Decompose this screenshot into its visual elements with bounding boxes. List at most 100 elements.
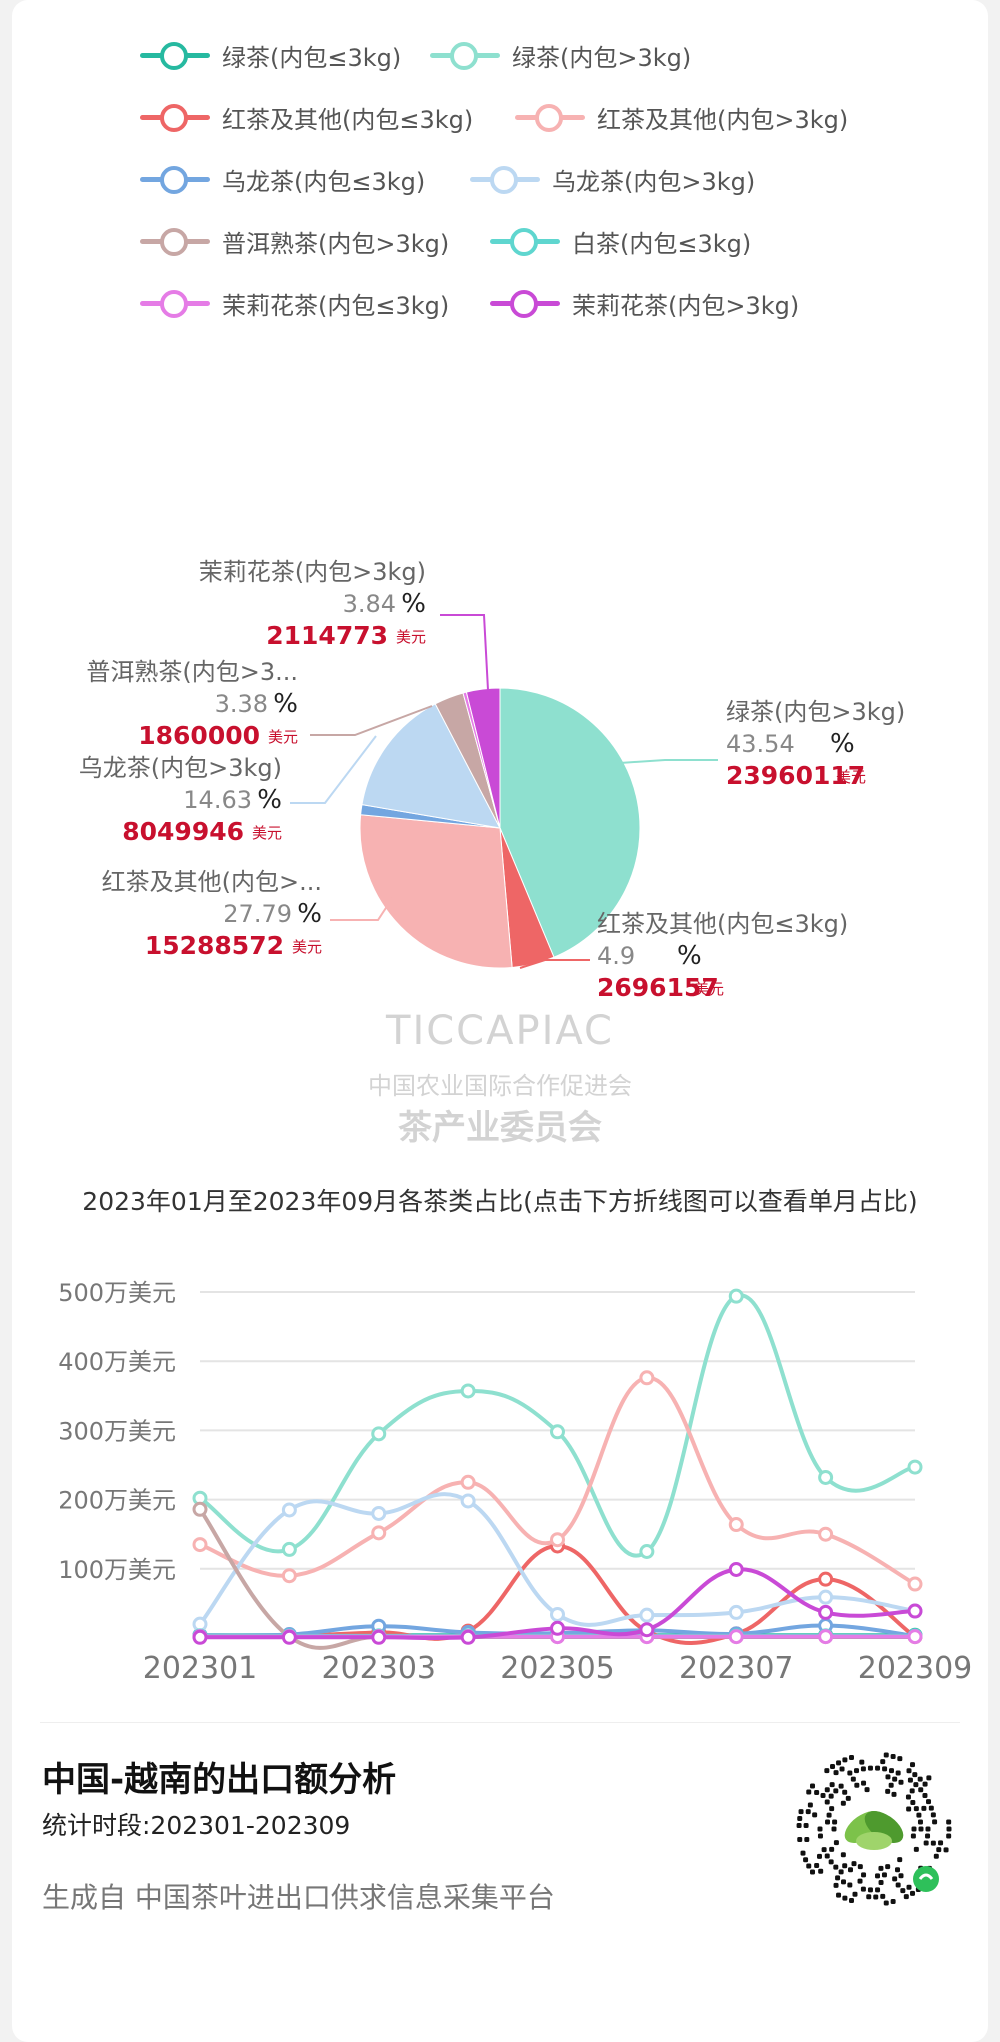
legend-item[interactable]: 红茶及其他(内包≤3kg) [140,100,473,135]
legend-item[interactable]: 茉莉花茶(内包≤3kg) [140,286,449,321]
pie-label-leader [619,759,718,764]
pie-chart[interactable]: 绿茶(内包>3kg)43.54 %23960117美元红茶及其他(内包≤3kg)4… [0,520,1000,1080]
x-tick-label: 202307 [679,1651,794,1686]
data-point[interactable] [550,1620,565,1636]
footer-source: 生成自 中国茶叶进出口供求信息采集平台 [42,1881,555,1914]
y-tick-label: 200万美元 [58,1487,176,1515]
data-point[interactable] [192,1629,208,1645]
legend-label: 茉莉花茶(内包>3kg) [572,292,800,320]
legend-item[interactable]: 茉莉花茶(内包>3kg) [490,286,799,321]
data-point[interactable] [639,1544,655,1559]
data-point[interactable] [371,1505,387,1521]
legend-item[interactable]: 乌龙茶(内包≤3kg) [140,162,425,197]
series-line[interactable] [198,1492,916,1627]
data-point[interactable] [907,1576,923,1592]
pie-label-percent-sign: % [273,689,298,719]
data-point[interactable] [728,1561,744,1577]
data-point[interactable] [550,1532,565,1548]
legend-marker-icon [140,289,210,318]
legend-label: 红茶及其他(内包≤3kg) [222,106,474,134]
data-point[interactable] [728,1604,744,1620]
legend-label: 绿茶(内包≤3kg) [222,44,402,72]
data-point[interactable] [818,1604,834,1620]
pie-label-percent-sign: % [830,729,855,759]
data-point[interactable] [907,1603,923,1619]
watermark-brand: TICCAPIAC [386,1008,614,1054]
x-tick-label: 202303 [321,1651,436,1686]
legend-item[interactable]: 普洱熟茶(内包>3kg) [140,224,449,259]
y-tick-label: 400万美元 [58,1348,176,1376]
data-point[interactable] [371,1525,387,1541]
data-point[interactable] [281,1541,297,1557]
data-point[interactable] [281,1629,297,1645]
pie-label-percent-sign: % [677,941,702,971]
pie-label-name: 绿茶(内包>3kg) [726,698,905,726]
pie-label-unit: 美元 [252,824,282,842]
legend-item[interactable]: 白茶(内包≤3kg) [490,224,751,259]
footer-divider [40,1722,960,1723]
legend-marker-icon [140,103,210,132]
data-point[interactable] [192,1501,208,1517]
data-point[interactable] [907,1459,923,1475]
line-chart[interactable]: 100万美元 200万美元 300万美元 400万美元 500万美元 202301 2023… [0,1240,1000,1690]
legend-marker-icon [490,289,560,318]
data-point[interactable] [460,1474,476,1490]
legend-marker-icon [140,165,210,194]
data-point[interactable] [728,1517,744,1533]
legend-item[interactable]: 乌龙茶(内包>3kg) [470,162,755,197]
data-point[interactable] [371,1629,387,1645]
data-point[interactable] [728,1288,744,1304]
data-point[interactable] [550,1424,565,1440]
data-point[interactable] [818,1571,834,1587]
legend-item[interactable]: 红茶及其他(内包>3kg) [515,100,848,135]
qr-code[interactable] [790,1745,958,1913]
data-point[interactable] [192,1616,208,1632]
data-point[interactable] [818,1526,834,1542]
pie-slice[interactable] [465,687,501,829]
data-point[interactable] [818,1629,834,1645]
pie-label-percent: 14.63 [183,786,252,814]
pie-label-name: 红茶及其他(内包≤3kg) [597,910,848,938]
pie-label-percent-sign: % [297,899,322,929]
pie-label-leader [519,959,590,969]
data-point[interactable] [639,1370,655,1386]
pie-label-percent: 4.9 [597,942,635,970]
data-point[interactable] [818,1589,834,1605]
pie-label-value: 8049946 [122,817,244,846]
pie-label-percent-sign: % [401,589,426,619]
x-tick-label: 202309 [858,1651,973,1686]
pie-slice[interactable] [359,814,513,969]
watermark-line1: 中国农业国际合作促进会 [368,1072,632,1100]
data-point[interactable] [818,1469,834,1485]
data-point[interactable] [192,1537,208,1553]
data-point[interactable] [460,1629,476,1645]
y-tick-label: 100万美元 [58,1556,176,1584]
legend-marker-icon [140,227,210,256]
pie-label-unit: 美元 [268,728,298,746]
data-point[interactable] [639,1622,655,1638]
legend-item[interactable]: 绿茶(内包>3kg) [430,38,691,73]
data-point[interactable] [728,1629,744,1645]
data-point[interactable] [460,1383,476,1399]
data-point[interactable] [281,1502,297,1518]
pie-slice[interactable] [499,687,641,958]
y-tick-label: 300万美元 [58,1417,176,1445]
pie-label-value: 2114773 [266,621,388,650]
data-point[interactable] [550,1606,565,1622]
pie-label-name: 红茶及其他(内包>... [102,868,322,896]
legend-label: 白茶(内包≤3kg) [572,230,752,258]
pie-label-percent-sign: % [257,785,282,815]
series-line[interactable] [198,1293,916,1558]
data-point[interactable] [907,1629,923,1645]
series-line[interactable] [199,1375,916,1586]
pie-label-percent: 3.38 [215,690,268,718]
data-point[interactable] [639,1607,655,1623]
pie-label-leader [330,881,404,921]
pie-label-value: 15288572 [145,931,284,960]
data-point[interactable] [281,1568,297,1584]
pie-label-leader [310,705,433,736]
legend-item[interactable]: 绿茶(内包≤3kg) [140,38,401,73]
data-point[interactable] [460,1493,476,1509]
pie-label-leader [290,735,377,804]
data-point[interactable] [371,1426,387,1442]
